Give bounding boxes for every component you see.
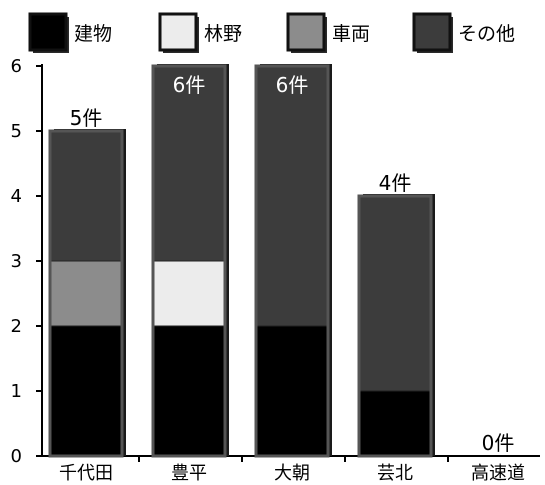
legend-swatch-3	[412, 12, 452, 52]
bar-segment-3-3	[358, 195, 432, 392]
legend-label-2: 車両	[332, 23, 370, 45]
bar-outline-3	[357, 194, 433, 458]
bars	[48, 64, 435, 458]
data-label-0: 5件	[70, 106, 103, 130]
y-tick-label-3: 3	[11, 251, 22, 272]
bar-outline-0	[48, 129, 124, 458]
bar-segment-0-0	[49, 325, 123, 457]
legend-swatch-2	[286, 12, 326, 52]
y-tick-label-0: 0	[11, 446, 22, 467]
x-tick-label-0: 千代田	[59, 463, 113, 484]
legend-label-3: その他	[458, 23, 515, 45]
x-tick-label-4: 高速道	[471, 463, 525, 484]
data-label-1: 6件	[173, 73, 206, 97]
data-label-4: 0件	[482, 431, 515, 455]
legend-swatch-1	[158, 12, 198, 52]
bar-segment-1-0	[152, 325, 226, 457]
legend: 建物 林野 車両 その他	[28, 12, 515, 53]
x-tick-label-1: 豊平	[171, 463, 207, 484]
x-tick-label-2: 大朝	[274, 463, 310, 484]
bar-outline-1	[151, 64, 227, 458]
bar-segment-2-0	[255, 325, 329, 457]
y-tick-label-5: 5	[11, 121, 22, 142]
data-label-3: 4件	[379, 171, 412, 195]
bar-outline-2	[254, 64, 330, 458]
y-tick-label-2: 2	[11, 316, 22, 337]
y-tick-label-6: 6	[11, 56, 22, 77]
legend-swatch-0	[28, 12, 68, 52]
data-label-2: 6件	[276, 73, 309, 97]
y-tick-label-4: 4	[11, 186, 22, 207]
legend-label-0: 建物	[74, 23, 112, 45]
bar-segment-0-3	[49, 130, 123, 262]
bar-segment-3-0	[358, 390, 432, 457]
legend-label-1: 林野	[204, 23, 242, 45]
y-tick-label-1: 1	[11, 381, 22, 402]
bar-segment-0-2	[49, 260, 123, 327]
bar-segment-1-1	[152, 260, 226, 327]
bar-segment-2-3	[255, 65, 329, 327]
x-tick-label-3: 芸北	[377, 463, 413, 484]
